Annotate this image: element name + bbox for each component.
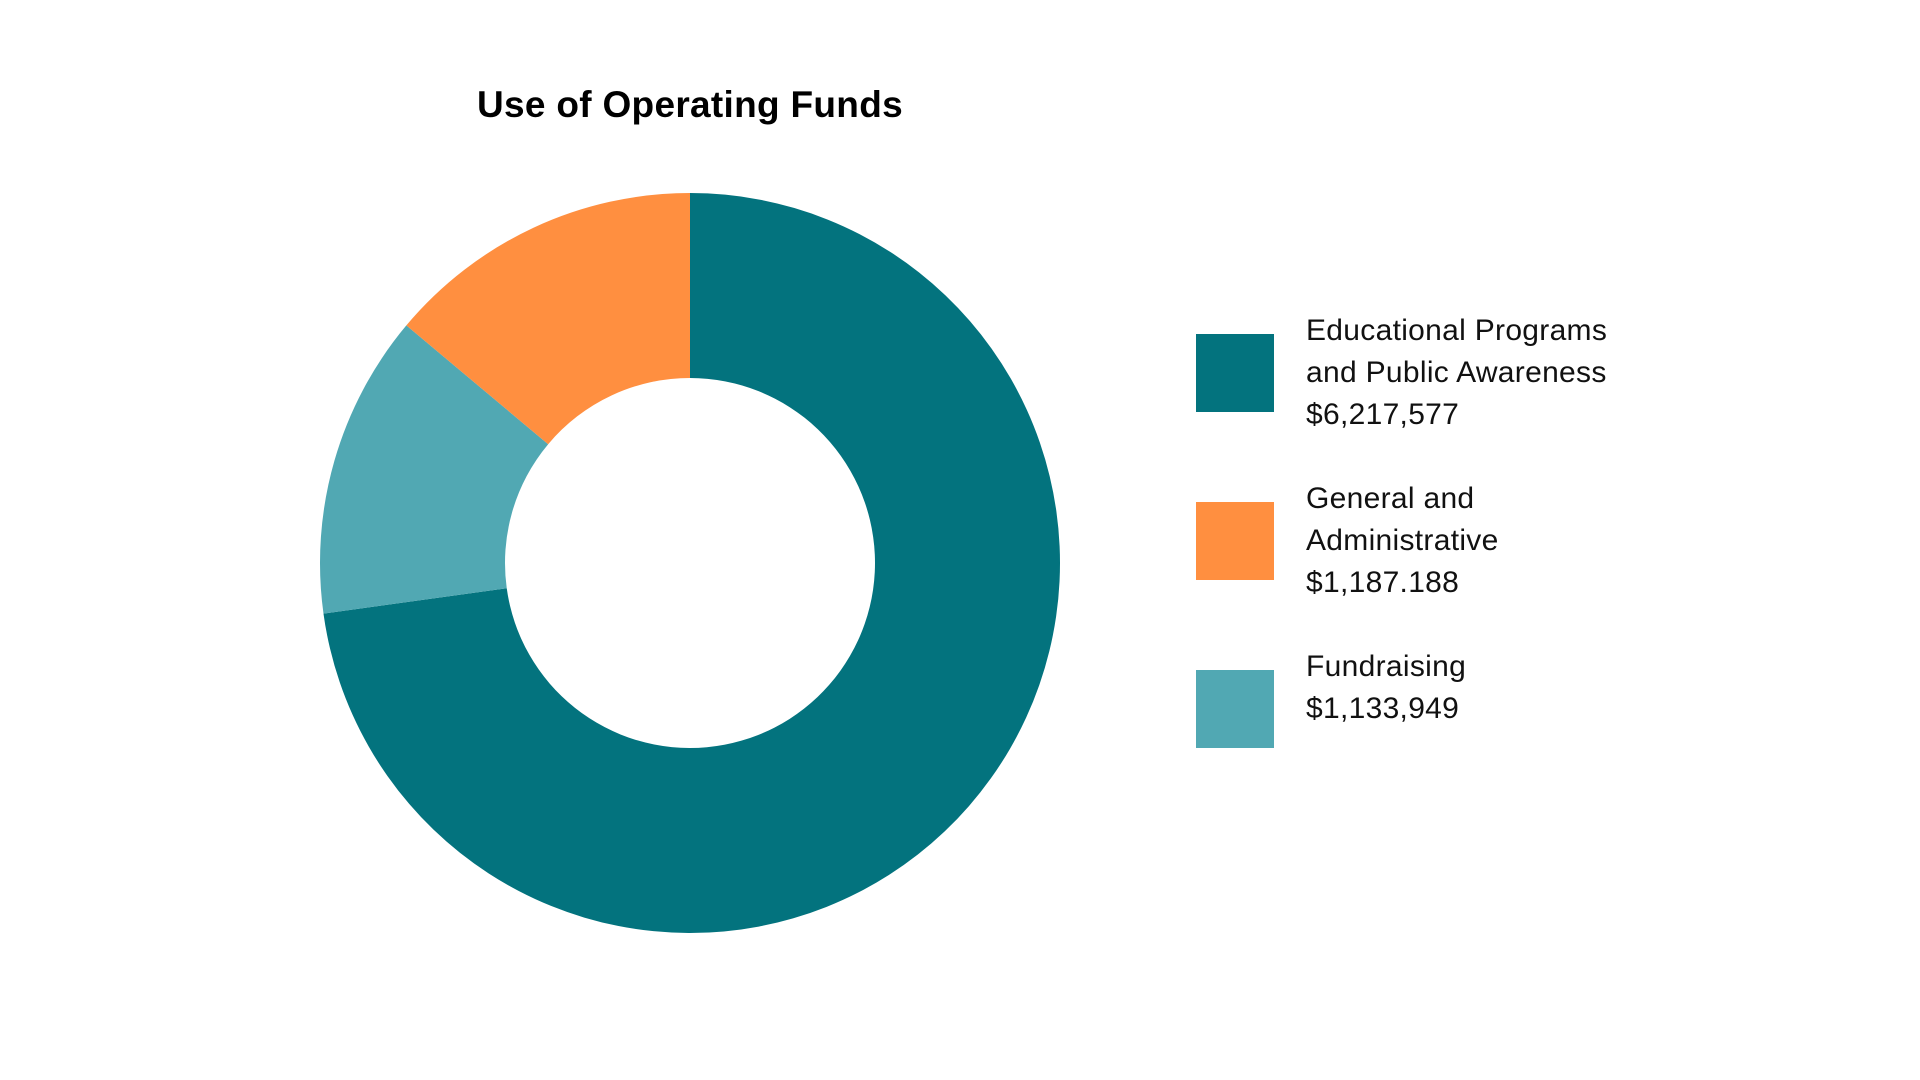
legend-label-fundraising: Fundraising $1,133,949 bbox=[1306, 646, 1466, 730]
legend-line: General and bbox=[1306, 482, 1475, 515]
legend-item-general-administrative: General and Administrative $1,187.188 bbox=[1196, 478, 1756, 646]
chart-legend: Educational Programs and Public Awarenes… bbox=[1196, 310, 1756, 786]
legend-item-educational-programs: Educational Programs and Public Awarenes… bbox=[1196, 310, 1756, 478]
legend-swatch-general-administrative bbox=[1196, 502, 1274, 580]
legend-value: $6,217,577 bbox=[1306, 398, 1460, 431]
legend-line: Educational Programs bbox=[1306, 314, 1608, 347]
legend-value: $1,133,949 bbox=[1306, 692, 1460, 725]
legend-label-educational-programs: Educational Programs and Public Awarenes… bbox=[1306, 310, 1607, 436]
legend-label-general-administrative: General and Administrative $1,187.188 bbox=[1306, 478, 1499, 604]
chart-title: Use of Operating Funds bbox=[477, 84, 903, 125]
legend-swatch-fundraising bbox=[1196, 670, 1274, 748]
donut-slice-fundraising bbox=[319, 325, 549, 614]
legend-line: and Public Awareness bbox=[1306, 356, 1607, 389]
donut-slices bbox=[319, 193, 1061, 933]
donut-slice-general-administrative bbox=[406, 193, 690, 445]
donut-slice-educational-programs bbox=[323, 193, 1061, 933]
legend-line: Administrative bbox=[1306, 524, 1499, 557]
legend-swatch-educational-programs bbox=[1196, 334, 1274, 412]
legend-value: $1,187.188 bbox=[1306, 566, 1460, 599]
legend-line: Fundraising bbox=[1306, 650, 1467, 683]
legend-item-fundraising: Fundraising $1,133,949 bbox=[1196, 646, 1756, 786]
